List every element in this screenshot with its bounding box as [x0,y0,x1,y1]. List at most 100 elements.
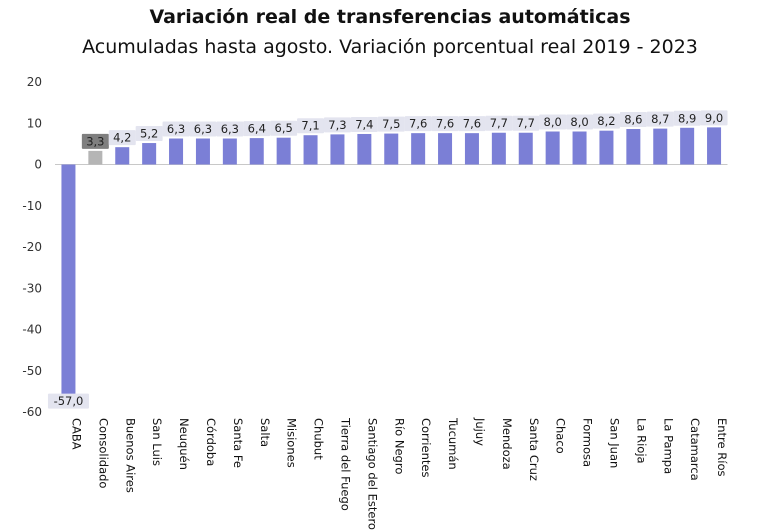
bar [330,134,345,165]
data-label-bg [377,116,405,132]
data-label: 7,6 [463,117,481,131]
bar [222,138,237,165]
data-label: 7,1 [301,119,319,133]
data-label-bg [458,116,486,132]
data-label: 8,7 [651,112,669,126]
data-label-bg [162,121,190,137]
bar [384,133,399,165]
bar [653,128,668,165]
data-label-bg [47,393,89,409]
data-label: 7,7 [490,116,508,130]
data-label: 8,0 [570,115,588,129]
category-label: Santa Cruz [527,418,541,481]
data-label-bg [700,110,728,126]
category-label: Jujuy [473,417,487,446]
data-label: 7,3 [328,118,346,132]
bar [680,127,695,165]
data-label-bg [673,110,701,126]
category-label: Córdoba [204,418,218,466]
data-label: 7,5 [382,117,400,131]
category-label: San Luis [150,418,164,466]
category-label: Chubut [312,418,326,460]
data-label: 7,6 [409,117,427,131]
data-label: 6,3 [221,122,239,136]
data-label-bg [135,126,163,142]
data-label: 3,3 [86,134,104,148]
data-label-bg [592,113,620,129]
bar [411,133,426,165]
data-label: 4,2 [113,131,131,145]
data-label-bg [431,116,459,132]
category-label: Buenos Aires [123,418,137,493]
bar [438,133,453,165]
y-tick-label: 10 [27,116,42,130]
category-label: Misiones [285,418,299,468]
data-label: 6,5 [275,121,293,135]
y-tick-label: -60 [22,405,42,419]
bar [276,137,291,165]
category-label: CABA [69,418,83,450]
data-label: 6,3 [167,122,185,136]
data-label: 8,9 [678,111,696,125]
data-label: 9,0 [705,111,723,125]
data-label-bg [189,121,217,137]
data-label-bg [81,133,109,149]
y-tick-label: 0 [34,158,42,172]
category-label: Chaco [554,418,568,454]
bar [626,129,641,165]
data-label-bg [297,118,325,134]
category-label: Neuquén [177,418,191,470]
bar [88,150,103,165]
chart-subtitle: Acumuladas hasta agosto. Variación porce… [82,36,698,58]
data-label-bg [485,115,513,131]
category-label: Tierra del Fuego [338,417,352,511]
data-label-bg [216,121,244,137]
bar [169,138,184,165]
data-label-bg [619,112,647,128]
data-label-bg [404,116,432,132]
bar [61,164,76,400]
category-label: La Pampa [661,418,675,474]
category-label: Santiago del Estero [365,418,379,530]
bar [518,132,533,165]
chart-title: Variación real de transferencias automát… [149,6,631,28]
y-tick-label: -30 [22,281,42,295]
bar [303,135,318,165]
data-label: 6,4 [248,122,266,136]
bar [599,130,614,165]
y-tick-label: 20 [27,75,42,89]
data-label-bg [539,114,567,130]
category-label: San Juan [607,418,621,468]
y-tick-label: -20 [22,240,42,254]
bar [464,133,479,165]
y-tick-label: -50 [22,364,42,378]
data-label: 6,3 [194,122,212,136]
data-label-bg [512,115,540,131]
category-label: Corrientes [419,418,433,477]
bar [142,143,157,165]
category-label: La Rioja [634,418,648,464]
data-label-bg [323,117,351,133]
category-label: Catamarca [688,418,702,481]
data-label-bg [243,121,271,137]
category-label: Salta [258,418,272,447]
data-label-bg [108,130,136,146]
data-label: -57,0 [54,394,84,408]
bar [115,147,130,165]
y-tick-label: -40 [22,323,42,337]
category-label: Tucumán [446,417,460,470]
data-label: 7,4 [355,117,373,131]
y-tick-label: -10 [22,199,42,213]
category-label: Formosa [581,418,595,467]
data-label: 7,7 [517,116,535,130]
category-label: Entre Ríos [715,418,729,476]
data-label: 5,2 [140,127,158,141]
data-label-bg [350,116,378,132]
category-label: Santa Fe [231,418,245,468]
data-label: 8,6 [624,113,642,127]
bar [707,127,722,165]
category-label: Mendoza [500,418,514,470]
category-label: Río Negro [392,418,406,474]
data-label: 8,2 [597,114,615,128]
